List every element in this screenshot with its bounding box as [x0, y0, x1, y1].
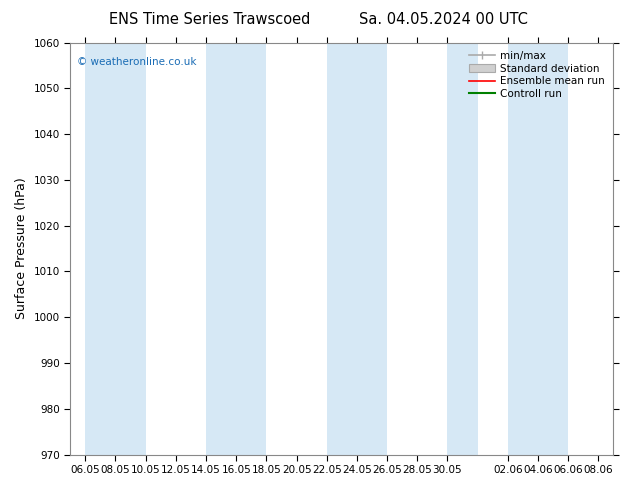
Legend: min/max, Standard deviation, Ensemble mean run, Controll run: min/max, Standard deviation, Ensemble me…	[466, 48, 608, 102]
Bar	[508, 43, 568, 455]
Bar	[327, 43, 387, 455]
Y-axis label: Surface Pressure (hPa): Surface Pressure (hPa)	[15, 178, 28, 319]
Text: © weatheronline.co.uk: © weatheronline.co.uk	[77, 57, 197, 67]
Bar	[206, 43, 266, 455]
Bar	[477, 43, 508, 455]
Bar	[448, 43, 477, 455]
Bar	[86, 43, 146, 455]
Text: Sa. 04.05.2024 00 UTC: Sa. 04.05.2024 00 UTC	[359, 12, 528, 27]
Text: ENS Time Series Trawscoed: ENS Time Series Trawscoed	[108, 12, 310, 27]
